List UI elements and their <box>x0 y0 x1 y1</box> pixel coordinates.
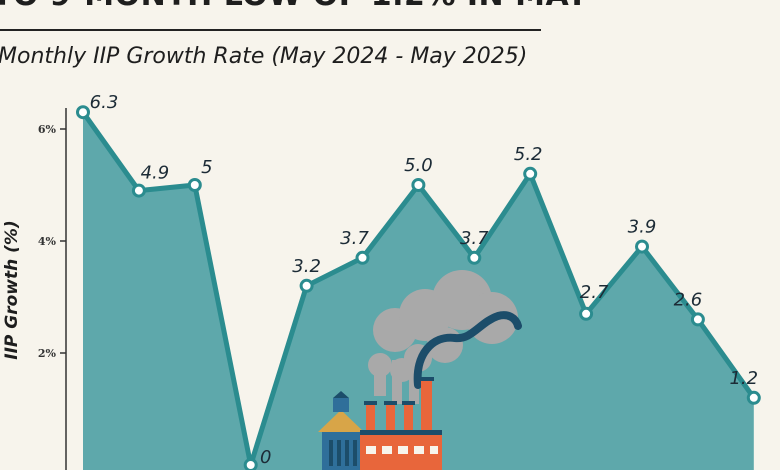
data-point <box>187 178 202 192</box>
house <box>318 391 364 470</box>
data-label: 0 <box>260 447 271 468</box>
data-label: 5.2 <box>514 144 543 165</box>
data-points <box>76 105 761 470</box>
data-point <box>411 178 426 192</box>
data-label: 6.3 <box>90 92 119 113</box>
data-label: 3.2 <box>292 256 321 277</box>
data-point <box>243 458 258 470</box>
factory-icon <box>318 270 522 470</box>
y-tick-label: 4% <box>38 235 57 248</box>
data-label: 2.7 <box>580 282 609 303</box>
y-tick-label: 6% <box>38 123 57 136</box>
data-point <box>746 390 761 405</box>
y-ticks: 2% 4% 6% <box>38 123 66 360</box>
data-label: 2.6 <box>674 289 703 310</box>
headline: TO 9-MONTH LOW OF 1.2% IN MAY <box>0 0 589 13</box>
headline-divider <box>0 29 541 31</box>
data-label: 1.2 <box>729 368 758 389</box>
y-axis-label: IIP Growth (%) <box>2 220 22 359</box>
data-point <box>131 183 146 198</box>
data-point <box>76 105 90 120</box>
chart-subtitle: Monthly IIP Growth Rate (May 2024 - May … <box>0 44 528 69</box>
data-label: 5.0 <box>404 155 433 176</box>
data-point <box>523 166 538 181</box>
data-label: 3.9 <box>628 217 657 238</box>
data-point <box>355 250 370 265</box>
data-point <box>579 306 594 321</box>
factory-building <box>360 377 442 470</box>
data-point <box>467 250 482 265</box>
data-point <box>299 278 314 293</box>
data-labels: 6.3 4.9 5 0 3.2 3.7 5.0 3.7 5.2 2.7 3.9 2.6 1.2 <box>90 92 758 468</box>
data-label: 3.7 <box>460 228 489 249</box>
data-label: 3.7 <box>340 228 369 249</box>
data-label: 4.9 <box>141 163 170 184</box>
smoke-cloud <box>368 270 522 404</box>
data-label: 5 <box>201 157 212 178</box>
data-point <box>635 239 649 254</box>
y-tick-label: 2% <box>38 347 57 360</box>
y-axis: IIP Growth (%) <box>2 108 67 470</box>
data-point <box>690 312 705 327</box>
